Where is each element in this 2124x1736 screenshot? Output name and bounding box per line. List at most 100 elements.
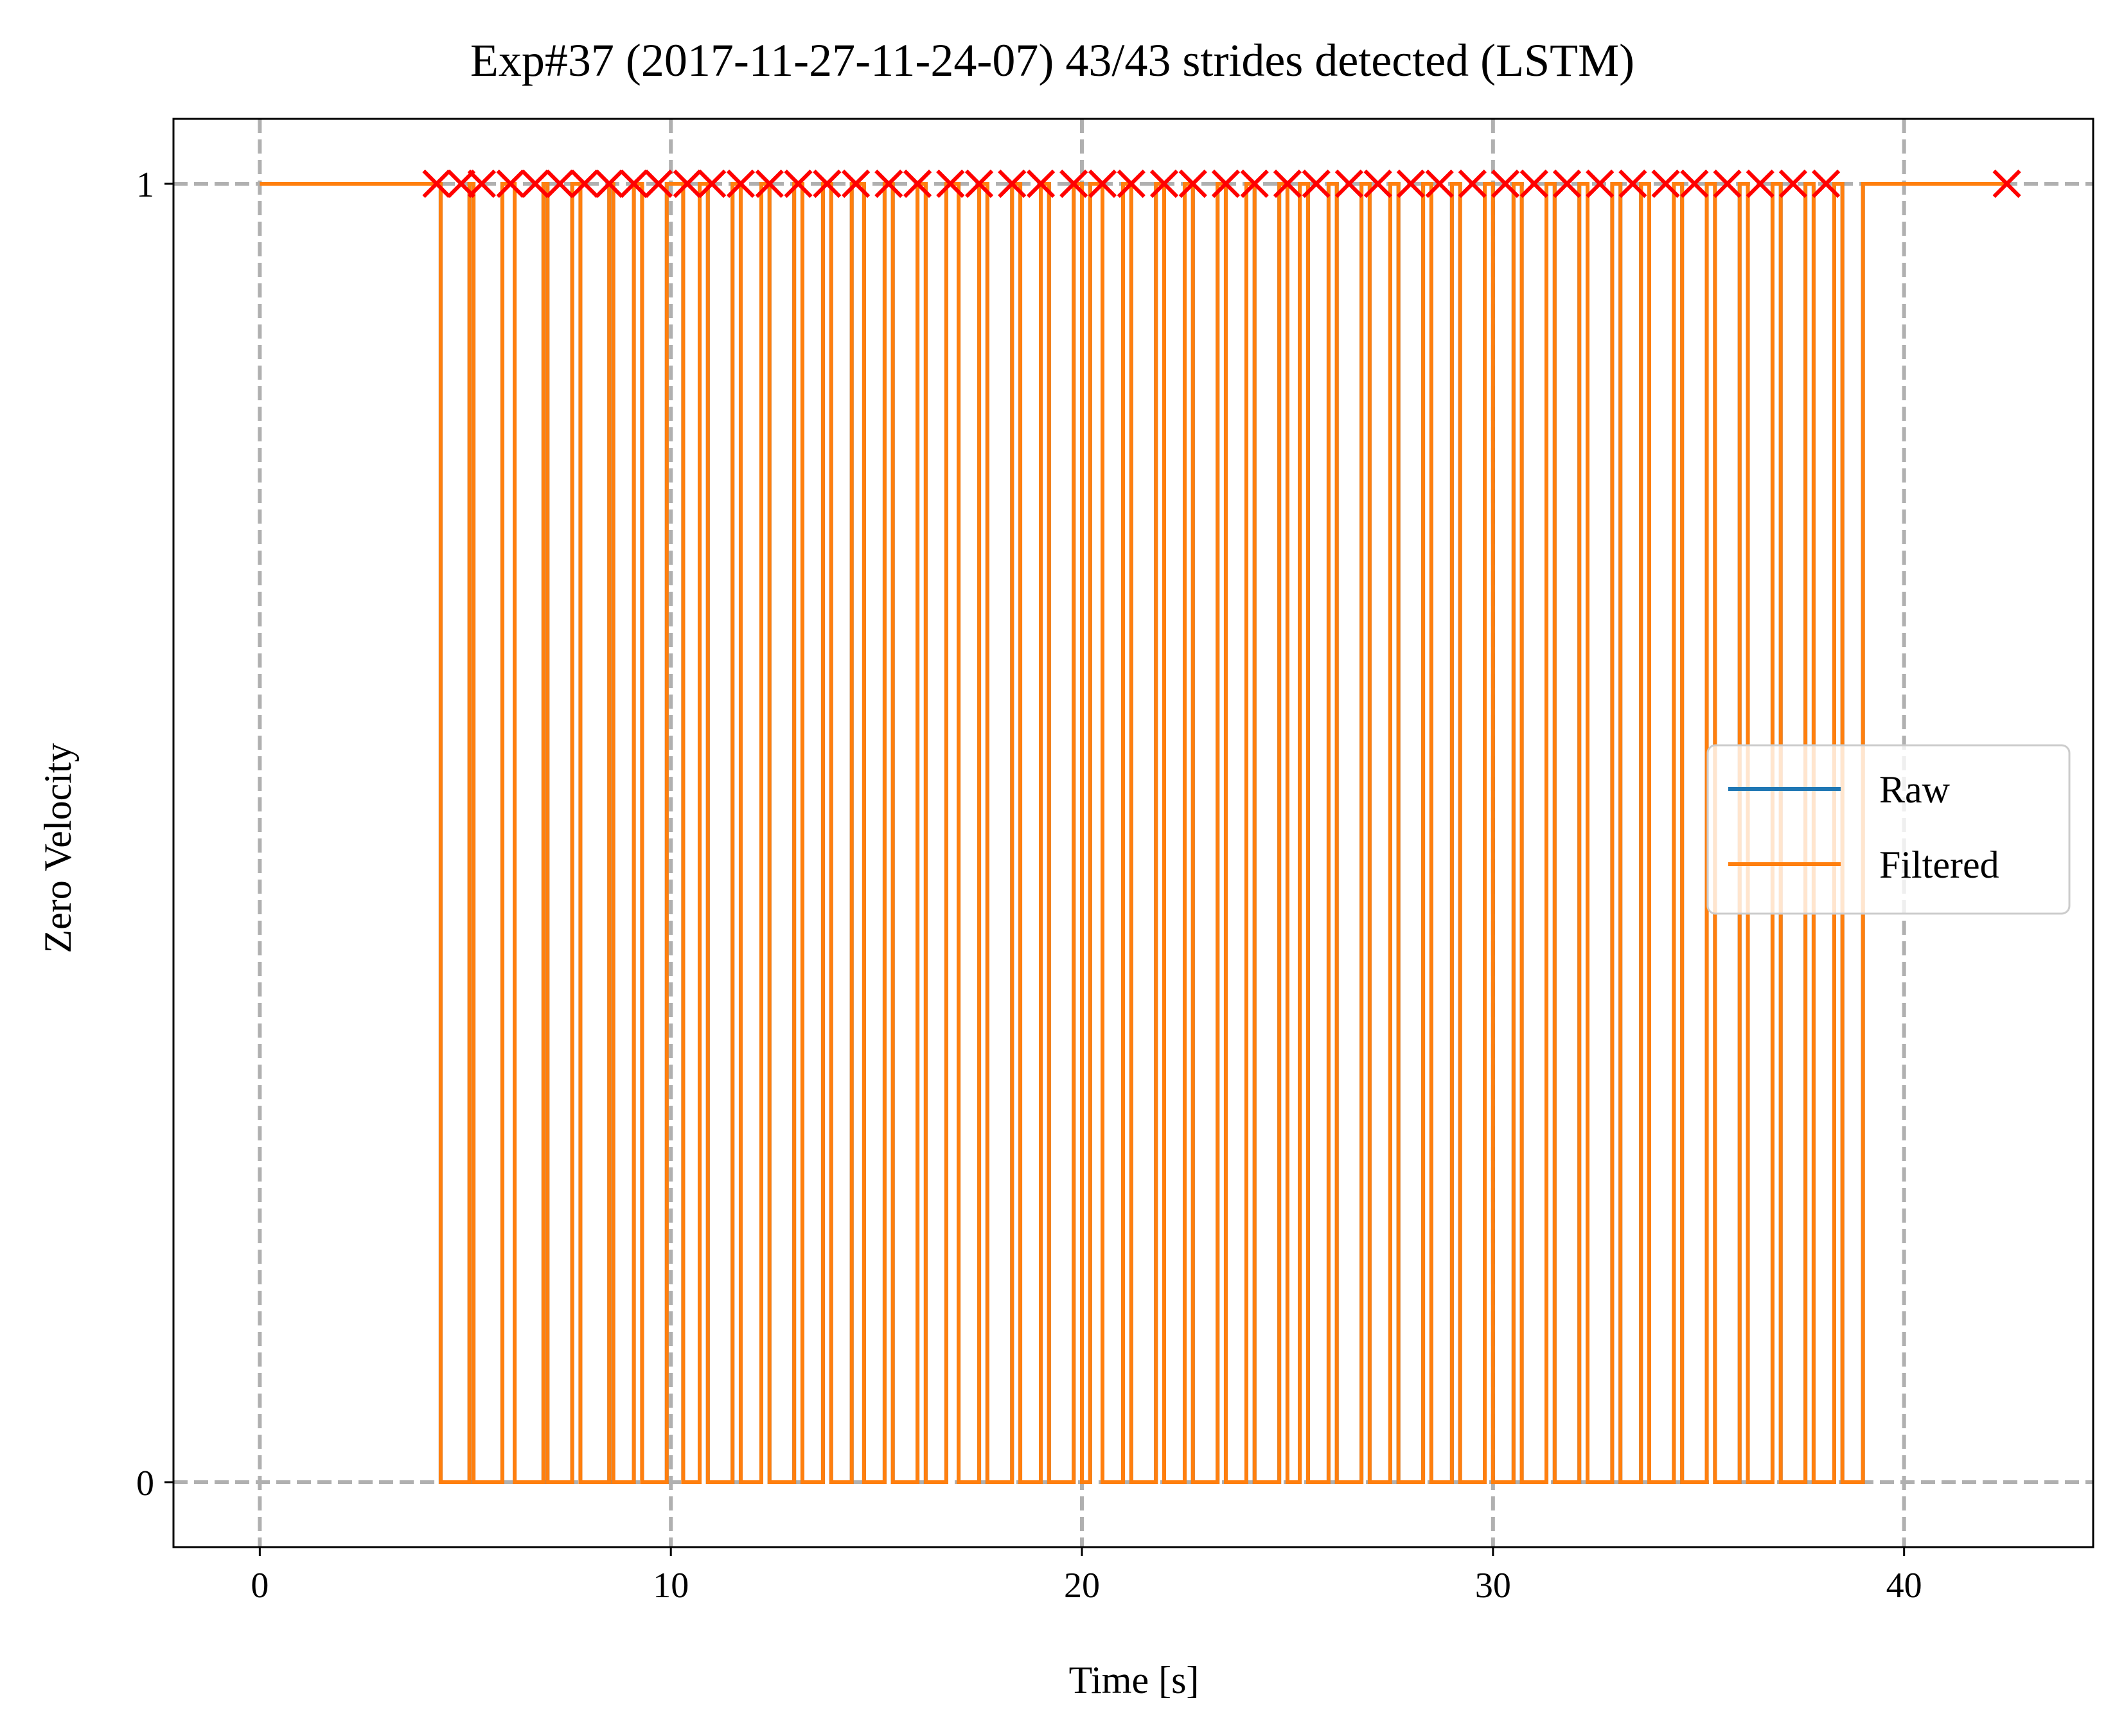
- stride-marker-stroke: [964, 169, 994, 199]
- stride-marker: [1811, 169, 1841, 199]
- stride-marker-stroke: [570, 169, 599, 199]
- stride-marker: [1178, 169, 1207, 199]
- stride-marker-stroke: [1211, 169, 1241, 199]
- stride-marker-stroke: [1680, 169, 1709, 199]
- stride-marker-stroke: [1811, 169, 1841, 199]
- stride-marker-stroke: [1425, 169, 1454, 199]
- stride-marker: [726, 169, 756, 199]
- stride-marker: [467, 169, 496, 199]
- stride-marker-stroke: [496, 169, 525, 199]
- stride-marker: [570, 169, 599, 199]
- y-axis-label: Zero Velocity: [37, 743, 79, 953]
- stride-marker: [1713, 169, 1742, 199]
- stride-marker-stroke: [644, 169, 673, 199]
- stride-marker-stroke: [1334, 169, 1364, 199]
- stride-marker: [1992, 169, 2021, 199]
- stride-marker-stroke: [1396, 169, 1426, 199]
- x-tick-label: 40: [1886, 1566, 1922, 1606]
- stride-marker: [1273, 169, 1302, 199]
- stride-marker-stroke: [1746, 169, 1774, 199]
- legend: Raw Filtered: [1706, 744, 2071, 915]
- stride-marker: [1746, 169, 1774, 199]
- stride-marker-stroke: [520, 169, 550, 199]
- x-tick-label: 10: [653, 1566, 689, 1606]
- x-tick-label: 30: [1475, 1566, 1511, 1606]
- x-axis-label: Time [s]: [1069, 1659, 1199, 1701]
- stride-marker-stroke: [1026, 169, 1056, 199]
- stride-marker-stroke: [1651, 169, 1680, 199]
- y-tick-label: 1: [136, 165, 154, 205]
- stride-marker-stroke: [1178, 169, 1207, 199]
- stride-marker-stroke: [422, 169, 451, 199]
- stride-marker: [964, 169, 994, 199]
- stride-marker: [1059, 169, 1088, 199]
- stride-marker: [1149, 169, 1179, 199]
- stride-marker: [1088, 169, 1117, 199]
- stride-marker: [1680, 169, 1709, 199]
- stride-marker-stroke: [1273, 169, 1302, 199]
- stride-marker-stroke: [813, 169, 842, 199]
- x-tick-label: 20: [1064, 1566, 1100, 1606]
- stride-marker: [447, 169, 476, 199]
- stride-marker: [520, 169, 550, 199]
- stride-marker-stroke: [1240, 169, 1269, 199]
- stride-marker-stroke: [1117, 169, 1146, 199]
- stride-marker-stroke: [1491, 169, 1520, 199]
- stride-marker: [1363, 169, 1392, 199]
- stride-marker-stroke: [726, 169, 756, 199]
- stride-marker-layer: [422, 169, 2021, 199]
- stride-marker: [698, 169, 727, 199]
- stride-marker-stroke: [1302, 169, 1331, 199]
- stride-marker: [1618, 169, 1647, 199]
- stride-marker: [1552, 169, 1582, 199]
- stride-marker-stroke: [1363, 169, 1392, 199]
- stride-marker: [1302, 169, 1331, 199]
- stride-marker-stroke: [1992, 169, 2021, 199]
- stride-marker: [903, 169, 932, 199]
- stride-marker: [422, 169, 451, 199]
- stride-marker-stroke: [1088, 169, 1117, 199]
- stride-marker-stroke: [447, 169, 476, 199]
- stride-marker: [595, 169, 624, 199]
- series-layer: [260, 182, 2007, 1484]
- stride-marker-stroke: [595, 169, 624, 199]
- stride-marker: [644, 169, 673, 199]
- stride-marker-stroke: [784, 169, 813, 199]
- stride-marker: [1586, 169, 1615, 199]
- stride-marker-stroke: [755, 169, 784, 199]
- legend-label-raw: Raw: [1879, 768, 1951, 811]
- stride-marker-stroke: [1552, 169, 1582, 199]
- stride-marker-stroke: [698, 169, 727, 199]
- stride-marker: [874, 169, 903, 199]
- stride-marker-stroke: [874, 169, 903, 199]
- chart-title: Exp#37 (2017-11-27-11-24-07) 43/43 strid…: [470, 35, 1634, 86]
- stride-marker-stroke: [1519, 169, 1548, 199]
- stride-marker-stroke: [1059, 169, 1088, 199]
- stride-marker-stroke: [1458, 169, 1487, 199]
- stride-marker: [1458, 169, 1487, 199]
- stride-marker: [1778, 169, 1808, 199]
- stride-marker: [1396, 169, 1426, 199]
- stride-marker-stroke: [936, 169, 965, 199]
- series-filtered-line: [260, 182, 2007, 1484]
- stride-marker-stroke: [998, 169, 1027, 199]
- stride-marker: [1651, 169, 1680, 199]
- stride-marker: [673, 169, 702, 199]
- stride-marker: [545, 169, 574, 199]
- stride-marker: [813, 169, 842, 199]
- stride-marker: [496, 169, 525, 199]
- legend-label-filtered: Filtered: [1879, 844, 1999, 886]
- stride-marker-stroke: [1586, 169, 1615, 199]
- stride-marker-stroke: [1618, 169, 1647, 199]
- stride-marker-stroke: [903, 169, 932, 199]
- stride-marker: [1240, 169, 1269, 199]
- stride-marker: [936, 169, 965, 199]
- stride-marker: [1211, 169, 1241, 199]
- stride-marker: [1117, 169, 1146, 199]
- stride-marker: [1519, 169, 1548, 199]
- y-tick-label: 0: [136, 1464, 154, 1503]
- stride-marker: [619, 169, 648, 199]
- stride-marker-stroke: [673, 169, 702, 199]
- tick-layer: 0 10 20 30 40 0 1: [136, 165, 1922, 1606]
